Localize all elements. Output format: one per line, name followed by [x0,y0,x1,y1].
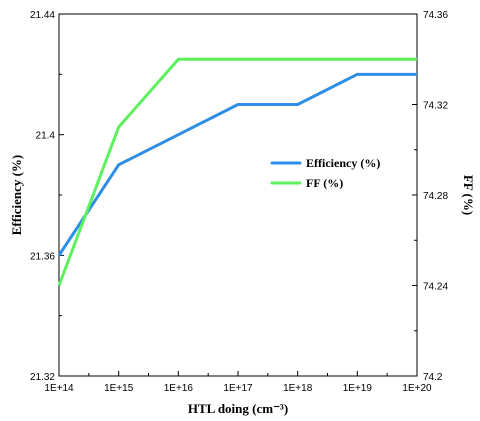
x-tick-label: 1E+17 [223,383,253,394]
legend: Efficiency (%) FF (%) [270,156,380,190]
y2-axis-title: FF (%) [461,175,476,215]
y-tick-label: 21.32 [30,372,55,383]
plot-frame [58,13,418,377]
y-axis-title: Efficiency (%) [9,155,24,236]
y2-tick-label: 74.2 [423,372,443,383]
legend-label-ff: FF (%) [306,176,343,190]
axis-ticks [58,13,418,377]
y-left-tick-labels: 21.32 21.36 21.4 21.44 [30,10,55,383]
y2-tick-label: 74.24 [423,282,448,293]
x-tick-label: 1E+18 [283,383,313,394]
x-tick-label: 1E+16 [164,383,194,394]
series-lines [57,57,418,287]
y2-tick-label: 74.36 [423,10,448,21]
y-tick-label: 21.44 [30,10,55,21]
y2-tick-label: 74.32 [423,101,448,112]
x-axis-title: HTL doing (cm⁻³) [188,401,288,416]
x-tick-label: 1E+15 [104,383,134,394]
x-tick-label: 1E+19 [343,383,373,394]
x-tick-label: 1E+20 [402,383,432,394]
legend-label-efficiency: Efficiency (%) [306,156,380,170]
y2-tick-label: 74.28 [423,191,448,202]
y-right-tick-labels: 74.2 74.24 74.28 74.32 74.36 [423,10,448,383]
y-tick-label: 21.36 [30,251,55,262]
x-tick-label: 1E+14 [44,383,74,394]
x-tick-labels: 1E+14 1E+15 1E+16 1E+17 1E+18 1E+19 1E+20 [44,383,432,394]
y-tick-label: 21.4 [36,131,56,142]
